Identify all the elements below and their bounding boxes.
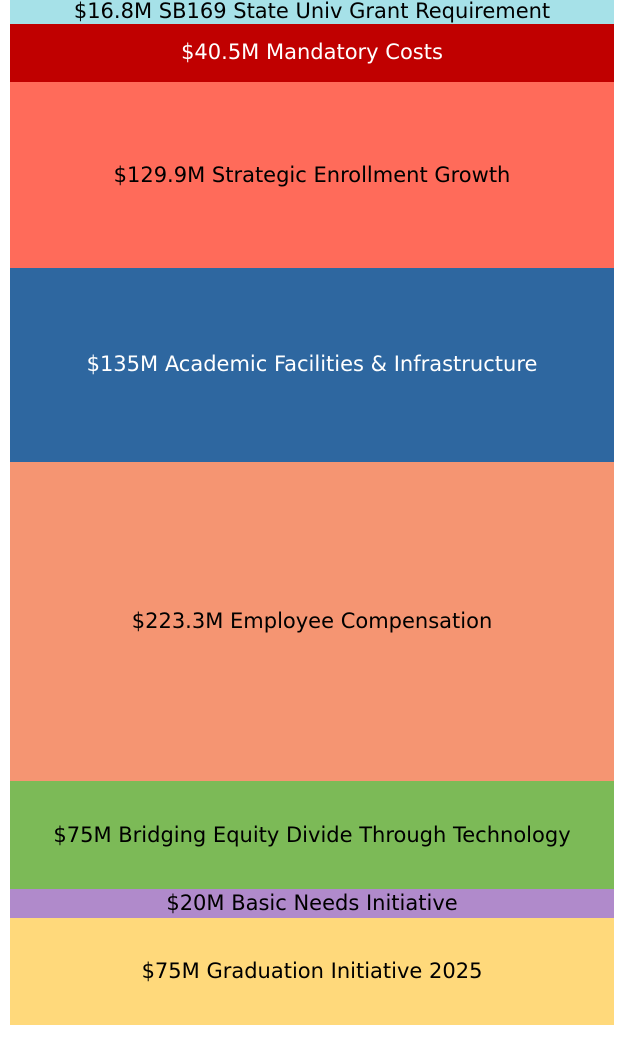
segment-label: $129.9M Strategic Enrollment Growth bbox=[113, 162, 511, 187]
segment-label: $75M Bridging Equity Divide Through Tech… bbox=[53, 822, 571, 847]
bar-segment: $20M Basic Needs Initiative bbox=[10, 888, 614, 918]
bar-segment: $40.5M Mandatory Costs bbox=[10, 24, 614, 83]
segment-label: $223.3M Employee Compensation bbox=[131, 608, 493, 633]
segment-label: $16.8M SB169 State Univ Grant Requiremen… bbox=[73, 0, 551, 24]
segment-label: $20M Basic Needs Initiative bbox=[166, 890, 458, 915]
segment-label: $75M Graduation Initiative 2025 bbox=[141, 958, 483, 983]
bar-segment: $16.8M SB169 State Univ Grant Requiremen… bbox=[10, 0, 614, 25]
segment-label: $40.5M Mandatory Costs bbox=[181, 40, 443, 65]
bar-segment: $223.3M Employee Compensation bbox=[10, 461, 614, 782]
bar-segment: $129.9M Strategic Enrollment Growth bbox=[10, 82, 614, 269]
bar-segment: $75M Graduation Initiative 2025 bbox=[10, 917, 614, 1025]
segment-label: $135M Academic Facilities & Infrastructu… bbox=[86, 352, 538, 377]
bar-segment: $135M Academic Facilities & Infrastructu… bbox=[10, 268, 614, 462]
bar-segment: $75M Bridging Equity Divide Through Tech… bbox=[10, 781, 614, 889]
stacked-bar: $16.8M SB169 State Univ Grant Requiremen… bbox=[10, 0, 614, 1025]
